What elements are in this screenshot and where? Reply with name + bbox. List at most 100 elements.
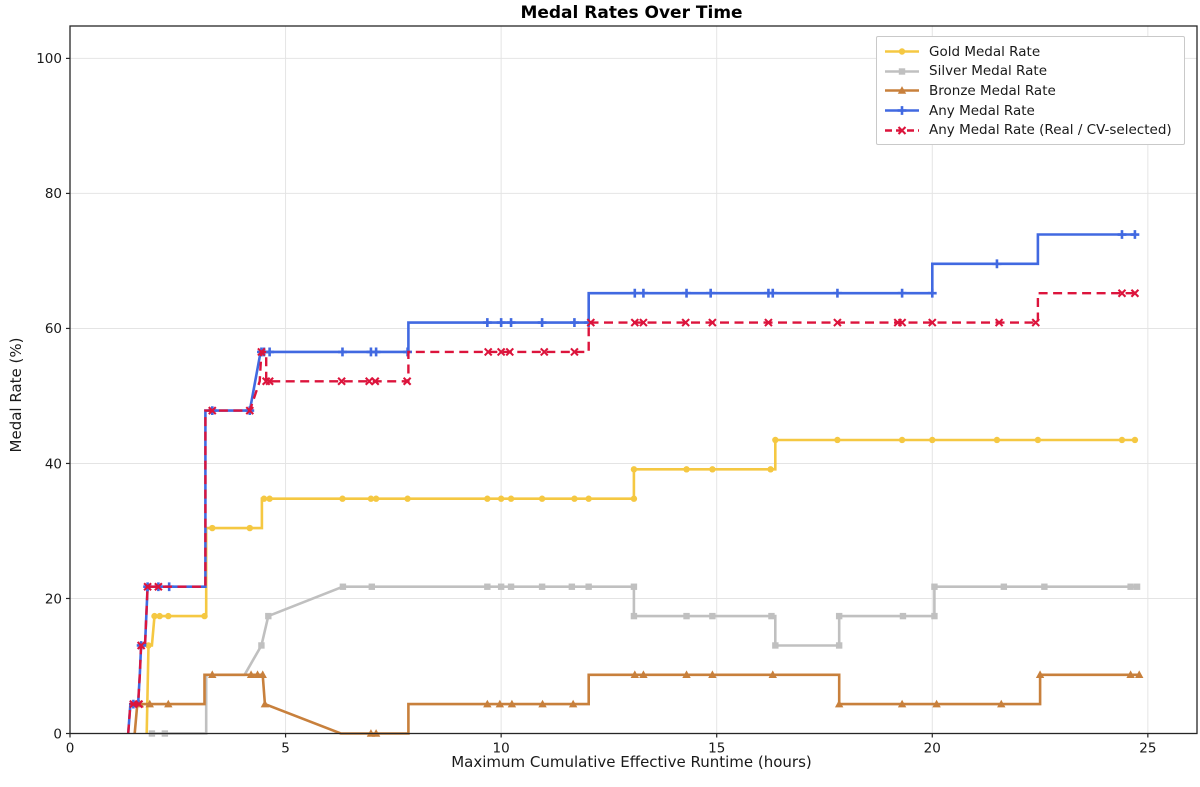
data-point-marker <box>1133 583 1141 590</box>
data-point-marker <box>339 495 346 502</box>
data-point-marker <box>266 495 273 502</box>
data-point-marker <box>165 612 172 620</box>
data-point-marker <box>265 377 274 386</box>
legend-item-silver-medal-rate: Silver Medal Rate <box>884 62 1175 82</box>
data-point-marker <box>833 288 842 298</box>
data-point-marker <box>1035 670 1045 678</box>
data-point-marker <box>709 466 716 473</box>
data-point-marker <box>833 318 842 327</box>
data-point-marker <box>154 582 163 591</box>
data-point-marker <box>496 347 506 357</box>
data-point-marker <box>898 436 906 444</box>
legend-marker <box>898 48 906 55</box>
legend-line-sample <box>885 86 919 95</box>
data-point-marker <box>201 612 208 620</box>
data-point-marker <box>208 670 217 678</box>
data-point-marker <box>497 495 505 502</box>
legend-line-sample <box>885 125 919 135</box>
data-point-marker <box>630 318 640 327</box>
data-point-marker <box>1130 288 1140 298</box>
data-point-marker <box>540 347 549 357</box>
y-tick-label: 20 <box>45 591 62 607</box>
data-point-marker <box>368 583 375 590</box>
data-point-marker <box>994 318 1004 327</box>
data-point-marker <box>570 318 579 327</box>
data-point-marker <box>260 495 268 502</box>
data-point-marker <box>835 612 843 620</box>
data-point-marker <box>483 347 493 357</box>
data-point-marker <box>372 495 380 502</box>
data-point-marker <box>1034 436 1042 444</box>
legend-label: Gold Medal Rate <box>929 43 1041 60</box>
y-tick-label: 100 <box>36 51 62 67</box>
data-point-marker <box>156 612 163 620</box>
data-point-marker <box>506 318 516 327</box>
data-point-marker <box>136 641 146 650</box>
data-point-marker <box>639 318 648 327</box>
y-tick-label: 0 <box>53 726 62 742</box>
data-point-marker <box>258 670 267 678</box>
data-point-marker <box>997 699 1006 708</box>
legend-item-any-medal-rate-real-cv-selected: Any Medal Rate (Real / CV-selected) <box>884 120 1175 140</box>
data-point-marker <box>1041 583 1048 590</box>
data-point-marker <box>143 582 152 591</box>
data-point-marker <box>260 699 270 708</box>
data-point-marker <box>538 583 546 590</box>
data-point-marker <box>1131 436 1139 444</box>
data-point-marker <box>245 406 255 415</box>
data-point-marker <box>630 612 638 620</box>
data-point-marker <box>1126 670 1135 678</box>
data-point-marker <box>371 347 381 357</box>
data-point-marker <box>1130 230 1140 239</box>
legend-line-sample <box>885 106 919 115</box>
legend-line-sample <box>885 48 919 55</box>
data-point-marker <box>371 377 380 386</box>
data-point-marker <box>706 288 716 298</box>
series-line <box>149 585 1138 735</box>
data-point-marker <box>507 699 517 708</box>
data-point-marker <box>630 670 639 678</box>
data-point-marker <box>568 699 578 708</box>
data-point-marker <box>258 642 265 649</box>
legend-marker <box>897 86 907 95</box>
data-point-marker <box>992 259 1002 269</box>
data-point-marker <box>772 642 779 649</box>
data-point-marker <box>402 377 412 386</box>
data-point-marker <box>483 699 492 708</box>
data-point-marker <box>1127 583 1134 590</box>
data-point-marker <box>897 699 907 708</box>
data-point-marker <box>367 495 375 502</box>
data-point-marker <box>764 318 773 327</box>
data-point-marker <box>682 670 691 678</box>
data-point-marker <box>209 524 216 532</box>
data-point-marker <box>1000 583 1008 590</box>
data-point-marker <box>134 699 144 709</box>
data-point-marker <box>339 583 347 590</box>
data-point-marker <box>630 288 640 298</box>
data-point-marker <box>681 318 690 327</box>
data-point-marker <box>897 318 907 327</box>
data-point-marker <box>709 612 716 620</box>
data-point-marker <box>772 436 779 444</box>
x-tick-label: 20 <box>924 741 941 757</box>
legend-item-any-medal-rate: Any Medal Rate <box>884 101 1175 121</box>
legend-marker <box>898 68 906 75</box>
data-point-marker <box>538 699 547 708</box>
x-tick-label: 15 <box>708 741 725 757</box>
y-axis-label: Medal Rate (%) <box>7 337 25 453</box>
legend-item-gold-medal-rate: Gold Medal Rate <box>884 42 1175 62</box>
legend-item-bronze-medal-rate: Bronze Medal Rate <box>884 81 1175 101</box>
data-point-marker <box>897 288 907 298</box>
data-point-marker <box>537 318 547 327</box>
data-point-marker <box>683 466 690 473</box>
data-point-marker <box>338 347 347 357</box>
data-point-marker <box>482 318 492 327</box>
data-point-marker <box>834 699 844 708</box>
data-point-marker <box>257 347 266 357</box>
data-point-marker <box>208 406 217 415</box>
data-point-marker <box>932 699 941 708</box>
data-point-marker <box>265 612 272 620</box>
data-point-marker <box>928 318 937 327</box>
